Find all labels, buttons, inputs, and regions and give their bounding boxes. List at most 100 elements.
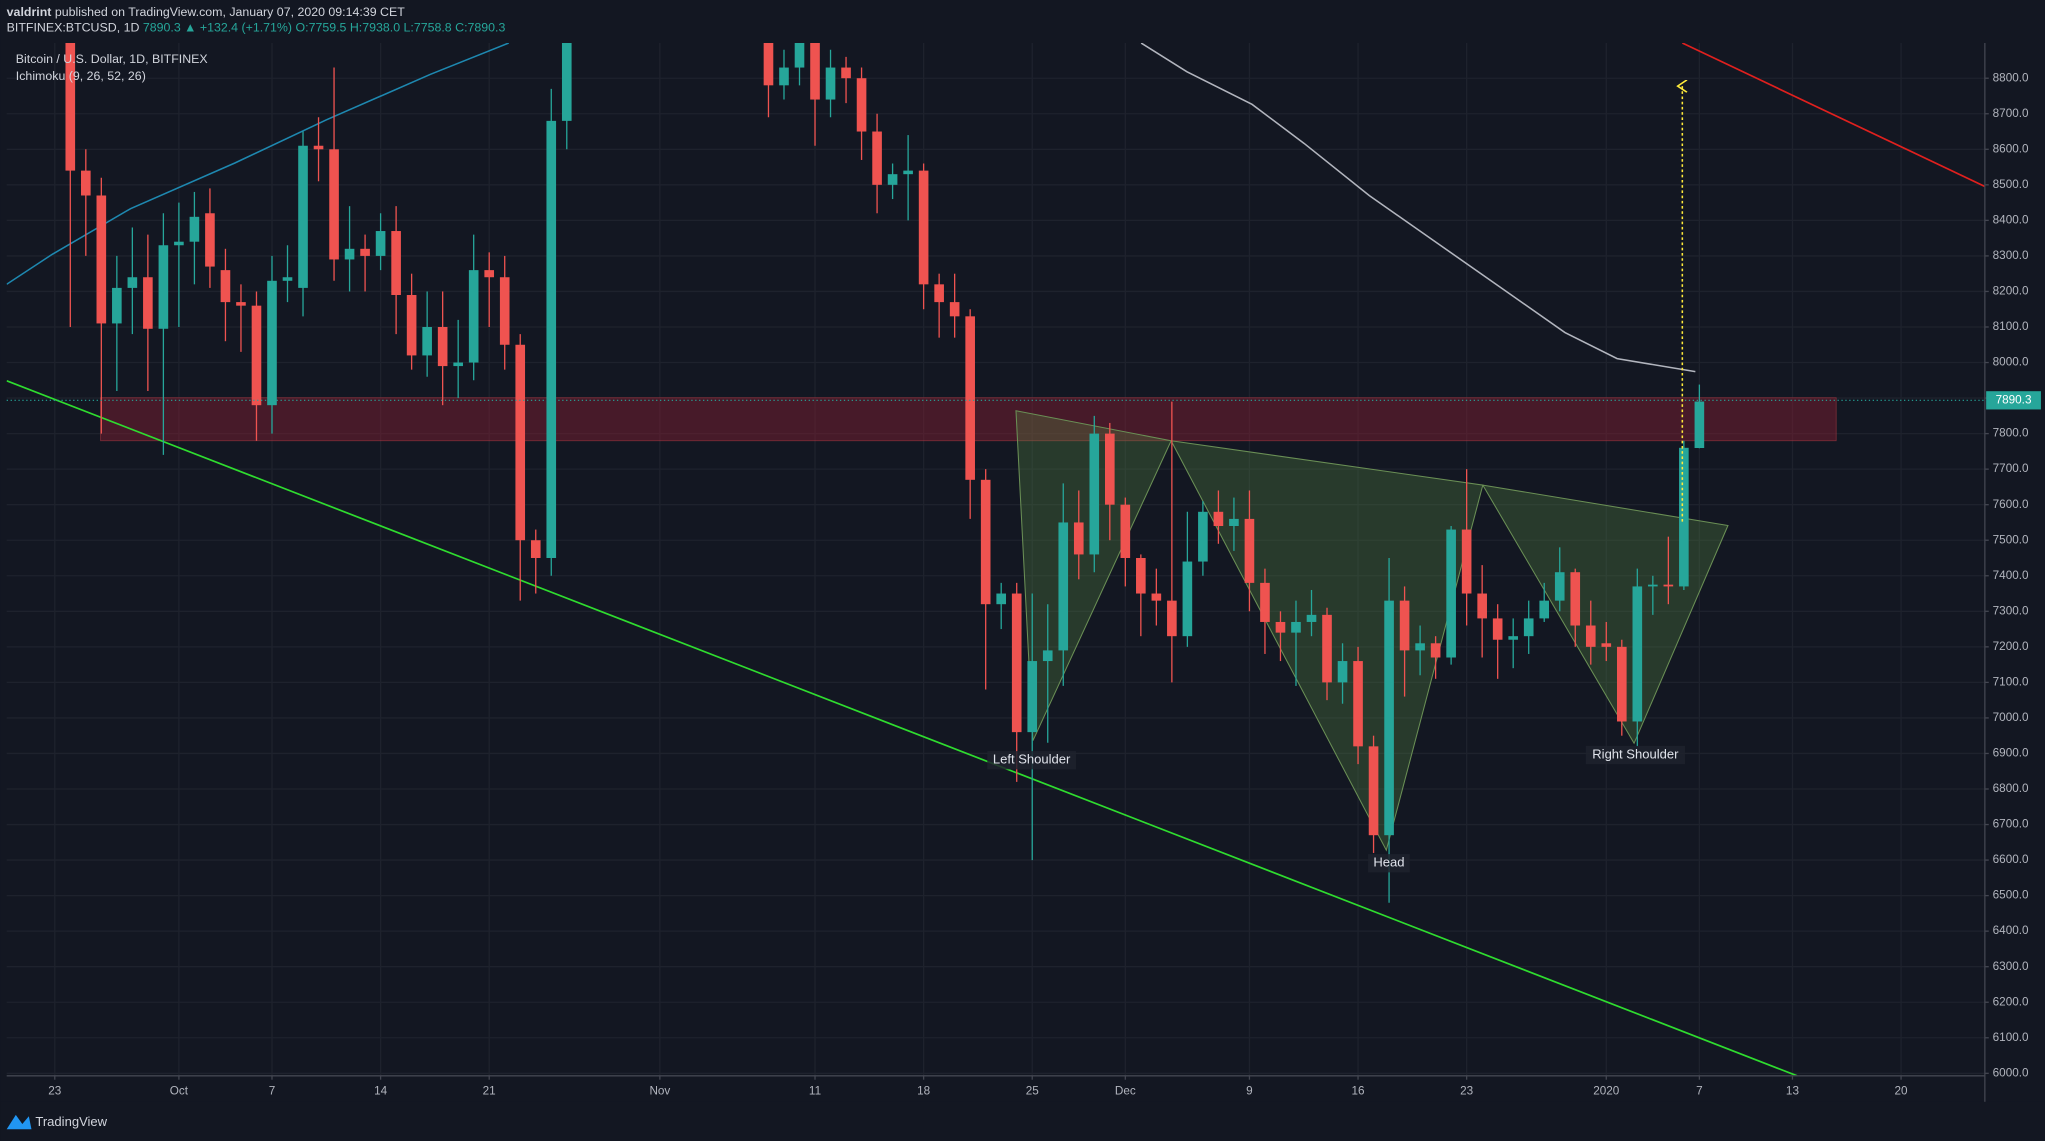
y-tick-label: 7000.0 [1993,711,2029,724]
brand: TradingView [35,1114,107,1129]
candle-body [437,326,448,367]
candle-body [515,344,526,541]
candle-body [143,277,153,329]
x-tick-label: 23 [1460,1085,1473,1098]
candle-body [65,43,76,171]
y-tick-label: 8400.0 [1993,213,2029,226]
candle-body [856,78,867,132]
candle-body [1477,593,1487,619]
candle-body [980,479,991,605]
candle-body [794,43,805,68]
candle-body [949,302,960,317]
header-line: BITFINEX:BTCUSD, 1D 7890.3 ▲ +132.4 (+1.… [7,21,506,35]
candle-body [189,216,200,242]
x-tick-label: 2020 [1593,1085,1620,1098]
y-tick-label: 7400.0 [1993,569,2029,582]
candle-body [1213,511,1224,527]
published: published on TradingView.com, January 07… [55,5,405,19]
candle-body [1089,433,1100,555]
candle-body [1632,586,1643,722]
last-price-box [1986,391,2041,410]
candle-body [887,174,898,185]
last: 7890.3 [143,21,181,35]
candle-body [1011,593,1022,733]
candle-body [1446,529,1456,658]
candle-body [965,316,975,480]
x-tick-label: Nov [649,1085,670,1098]
candle-body [329,149,339,260]
candle-body [1399,600,1410,651]
candle-body [158,245,169,329]
y-tick-label: 6700.0 [1993,818,2029,831]
symbol: BITFINEX:BTCUSD, 1D [7,21,140,35]
candle-body [779,67,789,86]
candle-body [1508,636,1519,640]
x-tick-label: 25 [1026,1085,1040,1098]
candle-body [236,302,246,306]
indicator-label: Ichimoku (9, 26, 52, 26) [16,69,146,83]
candle-body [1554,572,1565,601]
candle-body [903,170,913,175]
y-tick-label: 7300.0 [1993,604,2029,617]
candle-body [1073,522,1084,555]
x-tick-label: Dec [1115,1085,1136,1098]
candle-body [1182,561,1193,637]
footer [0,1101,2045,1141]
candle-body [1539,600,1550,619]
candle-body [1058,522,1069,651]
candle-body [422,326,432,356]
x-tick-label: 18 [917,1085,931,1098]
candle-body [1120,504,1131,558]
candle-body [934,284,944,303]
candle-body [1322,614,1332,683]
annotation: Left Shoulder [993,752,1071,767]
change: ▲ +132.4 (+1.71%) [184,21,292,35]
y-tick-label: 7200.0 [1993,640,2029,653]
label-box [1585,745,1685,765]
candle-body [282,277,293,281]
candle-body [1679,447,1689,587]
candle-body [1291,621,1301,633]
candle-body [1353,661,1363,747]
left-shoulder-shape [1015,410,1172,741]
y-tick-label: 6600.0 [1993,853,2029,866]
y-tick-label: 8300.0 [1993,249,2029,262]
logo [6,1114,32,1130]
candle-body [810,43,820,100]
y-tick-label: 7700.0 [1993,462,2029,475]
candle-body [174,241,184,246]
candle-body [1167,600,1177,637]
candle-body [1461,529,1472,594]
author: valdrint [7,5,52,19]
y-tick-label: 6300.0 [1993,960,2029,973]
y-tick-label: 6000.0 [1993,1066,2029,1079]
x-tick-label: 9 [1246,1085,1253,1098]
resistance-trendline [1681,43,1985,188]
y-tick-label: 8500.0 [1993,178,2029,191]
last-price-label: 7890.3 [1996,393,2032,406]
y-tick-label: 7100.0 [1993,675,2029,688]
candle-body [1648,584,1658,587]
y-tick-label: 7500.0 [1993,533,2029,546]
y-tick-label: 6900.0 [1993,747,2029,760]
candle-body [1042,650,1053,662]
x-tick-label: 13 [1786,1085,1799,1098]
y-tick-label: 8100.0 [1993,320,2029,333]
candle-body [1368,746,1379,836]
y-tick-label: 6400.0 [1993,924,2029,937]
x-tick-label: 23 [48,1085,61,1098]
candle-body [251,305,262,406]
candle-body [112,287,122,324]
candle-body [360,248,370,256]
candle-body [499,277,510,345]
candle-body [530,540,541,558]
y-tick-label: 8000.0 [1993,356,2029,369]
y-tick-label: 6800.0 [1993,782,2029,795]
candle-body [453,362,463,367]
candle-body [1601,643,1612,647]
candle-body [1027,661,1038,733]
y-tick-label: 8800.0 [1993,71,2029,84]
label-box [1368,854,1410,873]
candle-body [841,67,851,79]
candle-body [561,43,572,121]
